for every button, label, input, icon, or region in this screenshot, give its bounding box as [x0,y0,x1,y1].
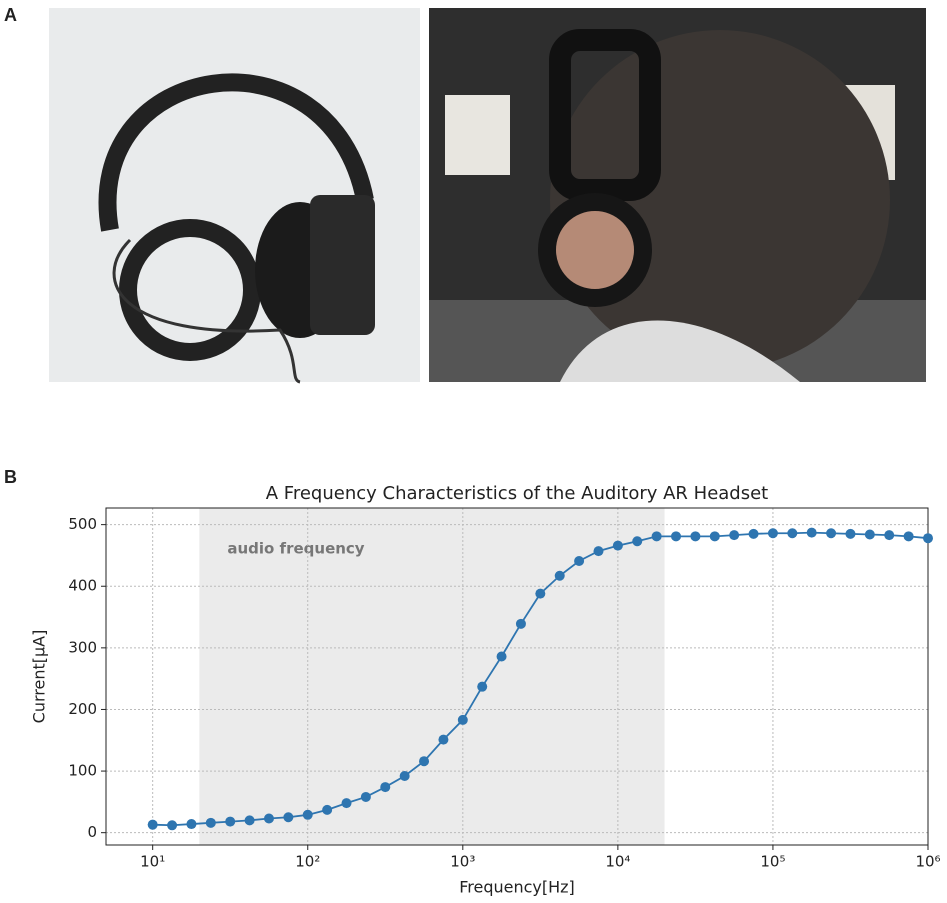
y-tick-label: 100 [68,762,97,780]
x-tick-label: 10⁵ [760,853,785,871]
data-point [554,570,565,581]
data-point [147,819,158,830]
data-point [632,536,643,547]
data-point [787,528,798,539]
data-point [477,681,488,692]
data-point [884,530,895,541]
data-point [826,528,837,539]
band-label: audio frequency [227,540,364,558]
data-point [341,798,352,809]
data-point [380,782,391,793]
data-point [651,531,662,542]
data-point [457,714,468,725]
data-point [748,528,759,539]
data-point [690,531,701,542]
audio-band [199,508,665,845]
data-point [496,651,507,662]
data-point [302,809,313,820]
data-point [845,528,856,539]
data-point [438,734,449,745]
x-axis-label: Frequency[Hz] [459,878,575,897]
x-tick-label: 10⁴ [605,853,630,871]
y-tick-label: 300 [68,638,97,656]
data-point [593,546,604,557]
photo-headset [49,8,420,384]
data-point [612,540,623,551]
data-point [283,812,294,823]
data-point [515,618,526,629]
data-point [419,756,430,767]
data-point [399,770,410,781]
y-tick-label: 0 [87,823,97,841]
photo-wearer [429,8,926,382]
y-tick-label: 400 [68,577,97,595]
panel-label: B [4,467,17,487]
data-point [360,791,371,802]
y-tick-label: 200 [68,700,97,718]
plot-frame [105,507,929,846]
data-point [903,531,914,542]
panel-label: A [4,5,17,25]
chart-title: A Frequency Characteristics of the Audit… [266,483,769,504]
data-point [767,528,778,539]
data-point [535,588,546,599]
data-point [167,820,178,831]
data-point [322,804,333,815]
y-tick-label: 500 [68,515,97,533]
x-tick-label: 10² [295,853,320,871]
data-point [923,533,933,544]
data-point [225,816,236,827]
data-point [244,815,255,826]
data-point [186,819,197,830]
data-point [709,531,720,542]
data-point [729,530,740,541]
x-tick-label: 10⁶ [915,853,940,871]
data-point [205,817,216,828]
data-point [806,527,817,538]
x-tick-label: 10¹ [140,853,165,871]
data-point [574,555,585,566]
data-point [671,531,682,542]
y-axis-label: Current[μA] [30,630,49,724]
x-tick-label: 10³ [450,853,475,871]
data-point [864,529,875,540]
data-point [263,813,274,824]
